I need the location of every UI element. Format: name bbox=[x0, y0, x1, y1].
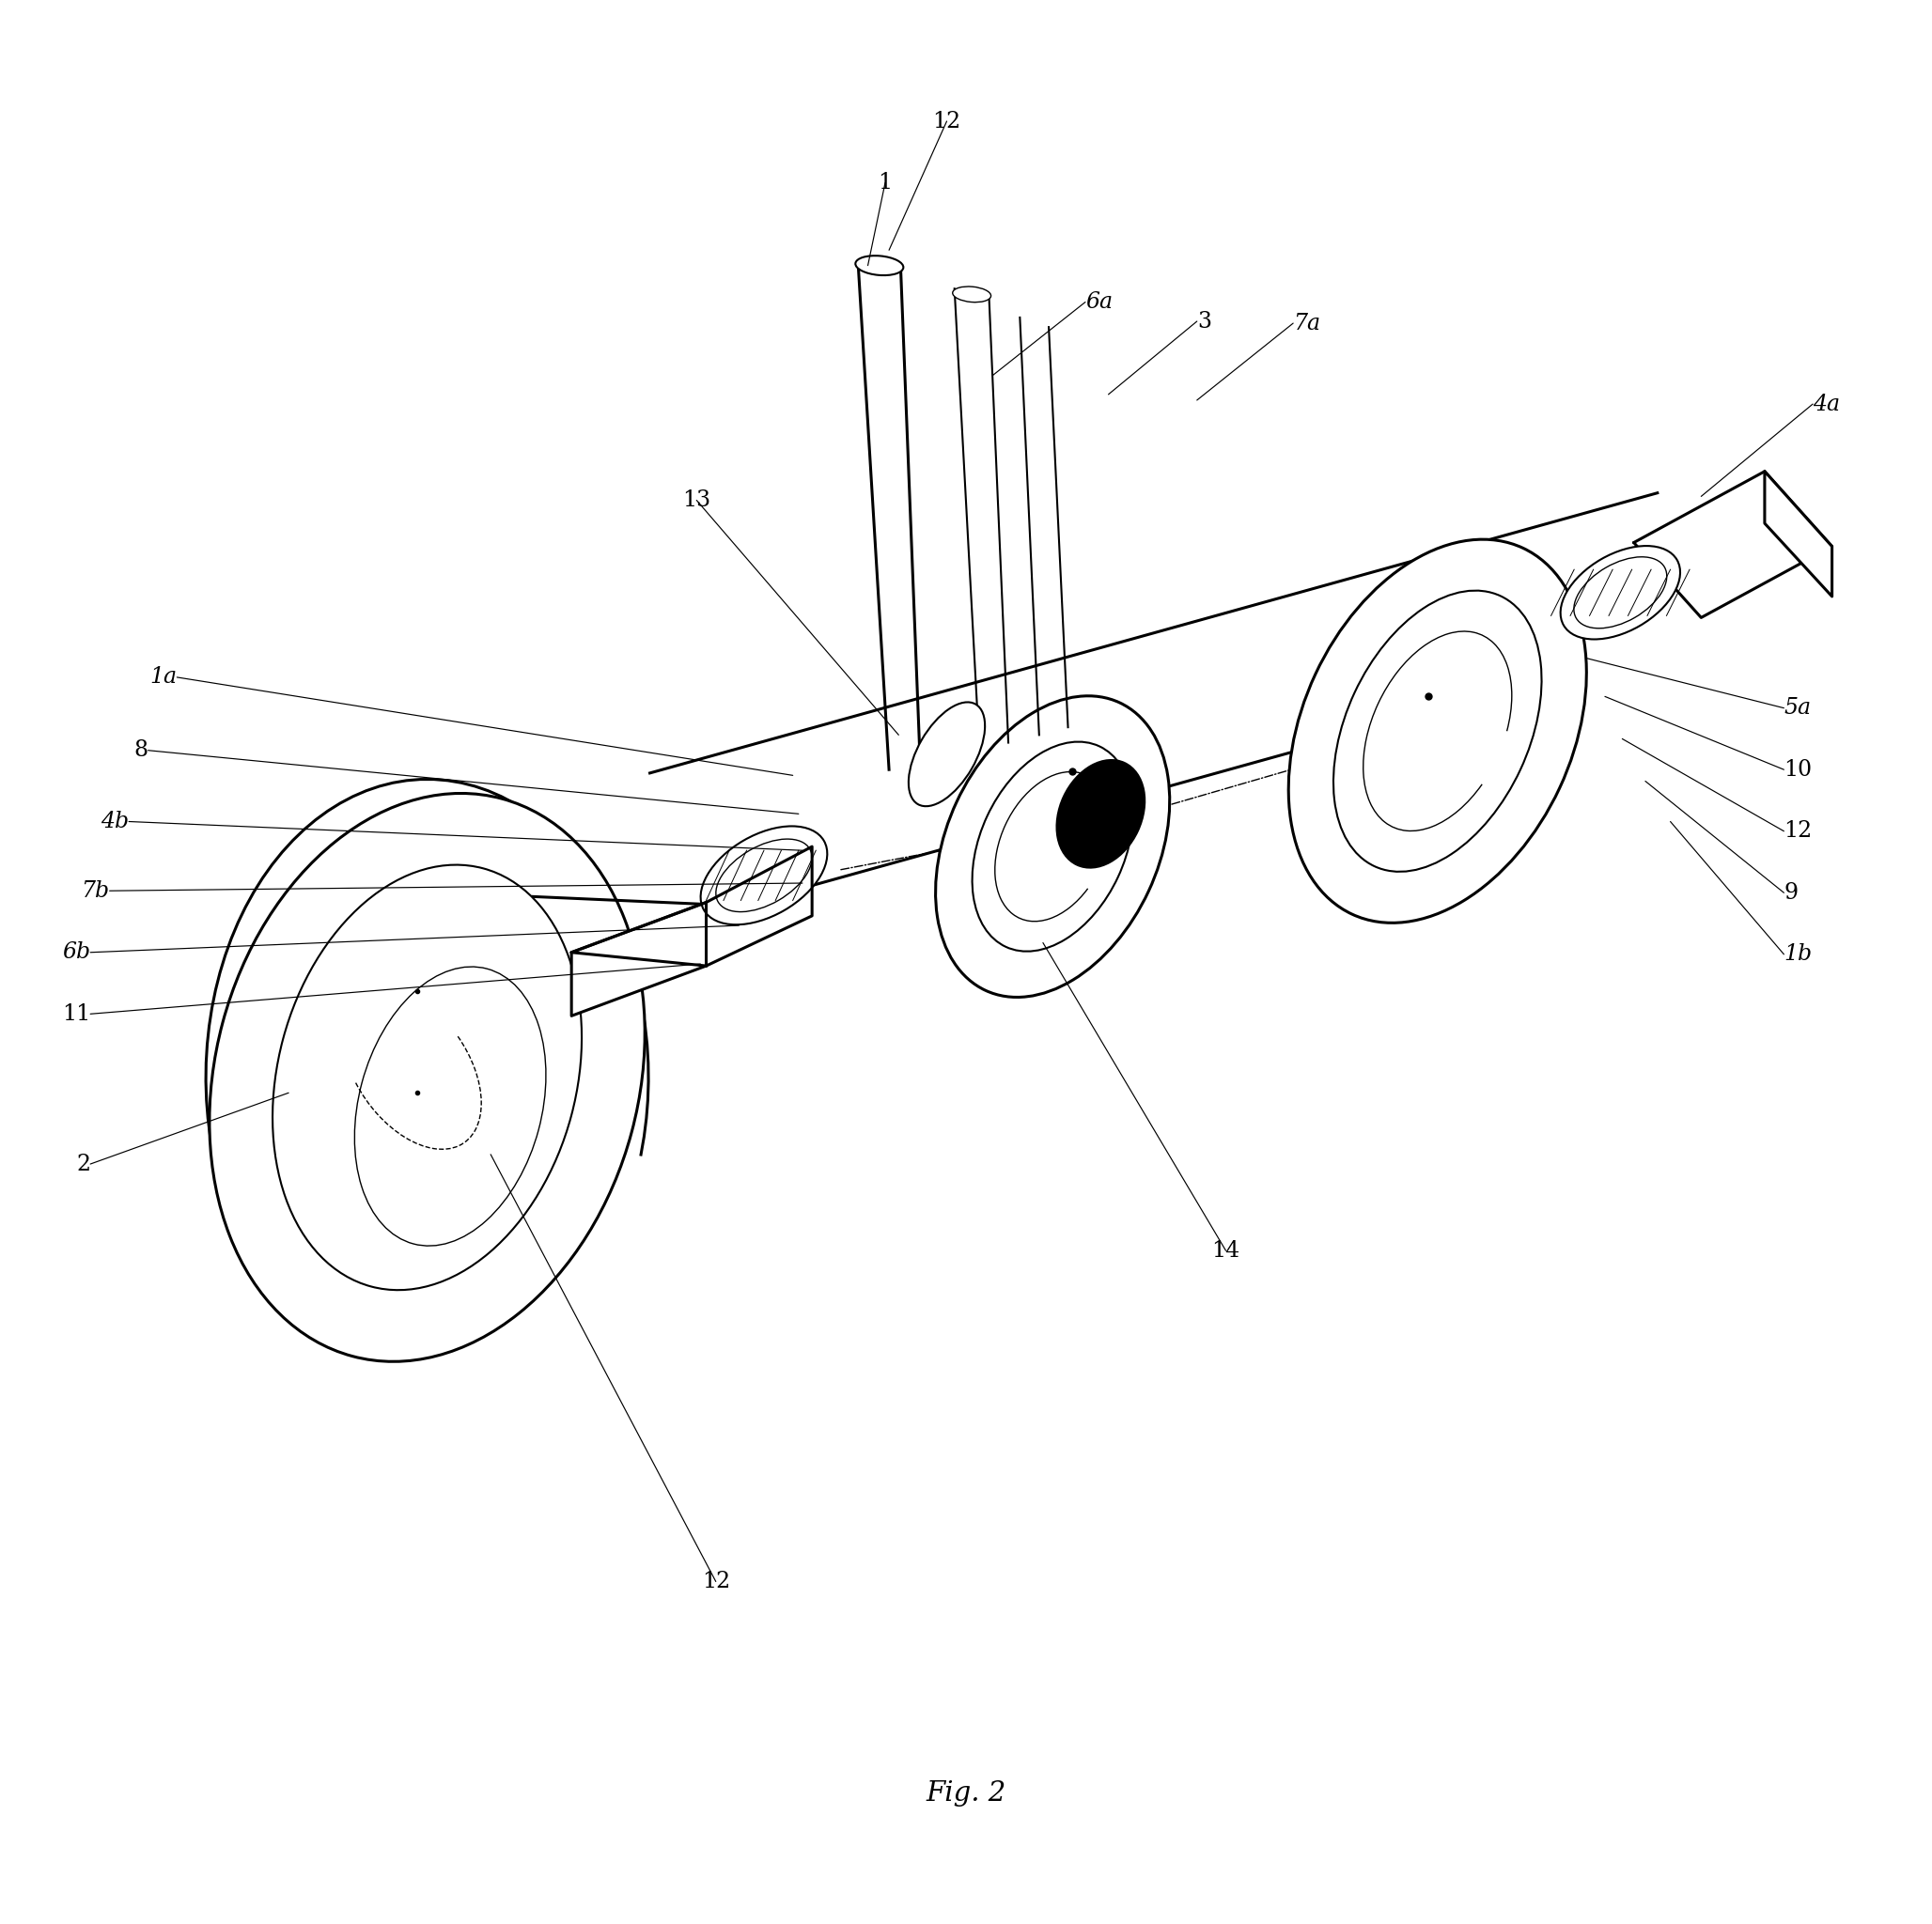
Text: 14: 14 bbox=[1211, 1239, 1240, 1262]
Text: 1b: 1b bbox=[1783, 943, 1812, 966]
Polygon shape bbox=[572, 902, 707, 1016]
Ellipse shape bbox=[1057, 760, 1144, 868]
Ellipse shape bbox=[952, 287, 991, 302]
Ellipse shape bbox=[908, 702, 985, 806]
Ellipse shape bbox=[355, 966, 547, 1247]
Text: 4a: 4a bbox=[1812, 392, 1839, 416]
Text: 2: 2 bbox=[75, 1152, 91, 1176]
Text: 4b: 4b bbox=[100, 810, 129, 833]
Text: 1a: 1a bbox=[149, 666, 178, 689]
Polygon shape bbox=[1764, 471, 1832, 596]
Text: 13: 13 bbox=[682, 489, 711, 512]
Text: 8: 8 bbox=[133, 739, 149, 762]
Ellipse shape bbox=[1289, 539, 1586, 924]
Text: 11: 11 bbox=[62, 1002, 91, 1025]
Text: 1: 1 bbox=[877, 171, 893, 194]
Text: 7a: 7a bbox=[1293, 312, 1321, 335]
Ellipse shape bbox=[972, 743, 1132, 950]
Ellipse shape bbox=[1333, 591, 1542, 872]
Text: 6b: 6b bbox=[62, 941, 91, 964]
Text: 5a: 5a bbox=[1783, 696, 1812, 720]
Text: 6a: 6a bbox=[1086, 291, 1113, 314]
Text: 12: 12 bbox=[1783, 820, 1812, 843]
Polygon shape bbox=[572, 847, 811, 966]
Ellipse shape bbox=[701, 825, 827, 925]
Ellipse shape bbox=[209, 793, 645, 1362]
Text: 3: 3 bbox=[1198, 310, 1211, 333]
Text: 7b: 7b bbox=[81, 879, 110, 902]
Ellipse shape bbox=[856, 256, 904, 275]
Ellipse shape bbox=[935, 696, 1169, 997]
Text: 10: 10 bbox=[1783, 758, 1812, 781]
Ellipse shape bbox=[272, 864, 582, 1291]
Ellipse shape bbox=[1561, 546, 1681, 639]
Text: Fig. 2: Fig. 2 bbox=[925, 1780, 1007, 1807]
Text: 12: 12 bbox=[933, 110, 960, 133]
Polygon shape bbox=[1634, 471, 1832, 618]
Text: 12: 12 bbox=[701, 1570, 730, 1593]
Text: 9: 9 bbox=[1783, 881, 1799, 904]
